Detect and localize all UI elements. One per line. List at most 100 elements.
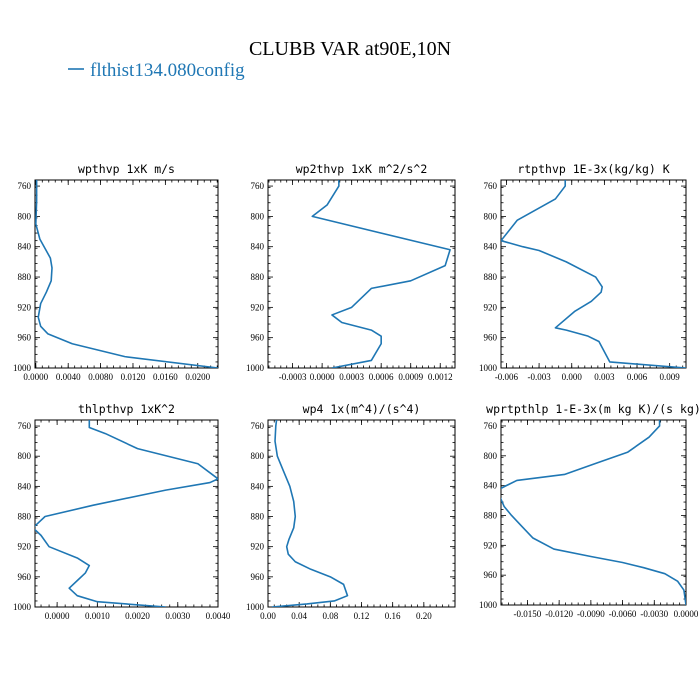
y-tick-label: 840 (484, 242, 498, 252)
chart-panel-5: wp4 1x(m^4)/(s^4)76080084088092096010000… (246, 402, 456, 621)
y-tick-label: 760 (484, 421, 498, 431)
y-tick-label: 1000 (479, 363, 498, 373)
y-tick-label: 920 (18, 302, 32, 312)
y-tick-label: 840 (18, 242, 32, 252)
chart-panel-2: wp2thvp 1xK m^2/s^2 760 800 840 880 920 960 100… (246, 162, 456, 382)
y-tick-label: 920 (484, 302, 498, 312)
x-tick-label: 0.0003 (339, 372, 364, 382)
y-tick-label: 1000 (246, 602, 265, 612)
y-tick-label: 960 (484, 570, 498, 580)
series-line (501, 180, 686, 368)
chart-panel-3: rtpthvp 1E-3x(kg/kg) K 760 800 840 880 920 960… (479, 162, 687, 382)
x-tick-label: 0.20 (416, 611, 432, 621)
y-tick-label: 960 (18, 333, 32, 343)
x-tick-label: 0.0000 (310, 372, 335, 382)
x-tick-label: 0.16 (385, 611, 401, 621)
y-tick-label: 760 (251, 181, 265, 191)
y-tick-label: 1000 (13, 363, 32, 373)
panel-title: wprtpthlp 1-E-3x(m kg K)/(s kg) (486, 402, 700, 416)
y-tick-label: 960 (251, 572, 265, 582)
x-tick-label: 0.000 (562, 372, 583, 382)
x-tick-label: 0.0040 (206, 611, 231, 621)
legend: flthist134.080config (68, 60, 245, 81)
x-tick-label: 0.0020 (125, 611, 150, 621)
x-tick-label: 0.0120 (121, 372, 146, 382)
x-tick-label: 0.0012 (428, 372, 453, 382)
x-tick-label: -0.0090 (577, 609, 605, 619)
x-tick-label: 0.0010 (85, 611, 110, 621)
panel-title: wpthvp 1xK m/s (78, 162, 175, 176)
series-line (501, 420, 686, 605)
x-tick-label: -0.0060 (609, 609, 637, 619)
x-tick-label: 0.04 (291, 611, 307, 621)
y-tick-label: 1000 (479, 600, 498, 610)
y-tick-label: 920 (484, 540, 498, 550)
y-tick-label: 760 (251, 421, 265, 431)
plot-frame (500, 179, 687, 369)
legend-label: flthist134.080config (90, 60, 245, 81)
y-tick-label: 880 (484, 510, 498, 520)
x-tick-label: 0.0000 (23, 372, 48, 382)
y-tick-label: 760 (18, 421, 32, 431)
plot-frame (34, 419, 219, 608)
figure-title: CLUBB VAR at90E,10N (249, 38, 451, 60)
y-tick-label: 960 (484, 333, 498, 343)
y-tick-label: 800 (484, 211, 498, 221)
y-tick-label: 880 (18, 512, 32, 522)
y-tick-label: 880 (484, 272, 498, 282)
y-tick-label: 840 (484, 481, 498, 491)
x-tick-label: 0.0006 (369, 372, 394, 382)
y-tick-label: 840 (251, 481, 265, 491)
x-tick-label: 0.0200 (185, 372, 210, 382)
y-tick-label: 800 (251, 451, 265, 461)
x-tick-label: 0.0000 (45, 611, 70, 621)
panel-title: wp2thvp 1xK m^2/s^2 (296, 162, 428, 176)
panel-title: rtpthvp 1E-3x(kg/kg) K (517, 162, 669, 176)
y-tick-label: 840 (18, 481, 32, 491)
x-tick-label: -0.0003 (279, 372, 307, 382)
x-tick-label: 0.0160 (153, 372, 178, 382)
y-tick-label: 800 (251, 211, 265, 221)
x-tick-label: 0.003 (594, 372, 615, 382)
panels-group: wpthvp 1xK m/s76080084088092096010000.00… (13, 162, 700, 621)
y-tick-label: 800 (18, 211, 32, 221)
y-tick-label: 960 (18, 572, 32, 582)
y-tick-label: 840 (251, 242, 265, 252)
x-tick-label: 0.00 (260, 611, 276, 621)
series-line (35, 420, 218, 607)
y-tick-label: 800 (484, 451, 498, 461)
y-tick-label: 760 (484, 181, 498, 191)
x-tick-label: 0.0030 (165, 611, 190, 621)
x-tick-label: 0.009 (660, 372, 681, 382)
plot-frame (500, 419, 687, 606)
y-tick-label: 880 (251, 512, 265, 522)
y-tick-label: 920 (251, 302, 265, 312)
x-tick-label: 0.08 (322, 611, 338, 621)
x-tick-label: -0.003 (527, 372, 551, 382)
y-tick-label: 760 (18, 181, 32, 191)
chart-panel-6: wprtpthlp 1-E-3x(m kg K)/(s kg) 760 800 840… (479, 402, 700, 619)
y-tick-label: 880 (18, 272, 32, 282)
chart-panel-1: wpthvp 1xK m/s76080084088092096010000.00… (13, 162, 219, 382)
y-tick-label: 800 (18, 451, 32, 461)
y-tick-label: 880 (251, 272, 265, 282)
x-tick-label: 0.0080 (88, 372, 113, 382)
series-line (311, 180, 451, 368)
series-line (35, 180, 218, 368)
y-tick-label: 920 (18, 542, 32, 552)
chart-panel-4: thlpthvp 1xK^2 760 800 840 880 920 960 1000 0.00… (13, 402, 231, 621)
y-tick-label: 960 (251, 333, 265, 343)
x-tick-label: 0.0040 (56, 372, 81, 382)
series-line (271, 420, 349, 607)
x-tick-label: 0.0000 (674, 609, 699, 619)
x-tick-label: -0.0120 (545, 609, 573, 619)
x-tick-label: 0.006 (627, 372, 648, 382)
panel-title: wp4 1x(m^4)/(s^4) (303, 402, 421, 416)
y-tick-label: 920 (251, 542, 265, 552)
y-tick-label: 1000 (13, 602, 32, 612)
panel-title: thlpthvp 1xK^2 (78, 402, 175, 416)
plot-frame (267, 179, 456, 369)
x-tick-label: -0.006 (495, 372, 519, 382)
